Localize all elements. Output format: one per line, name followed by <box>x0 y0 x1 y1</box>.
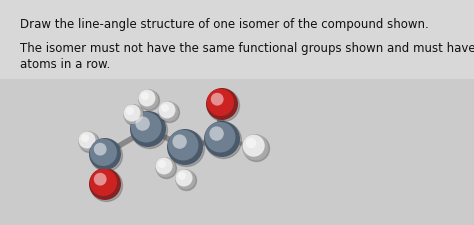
Circle shape <box>91 170 122 202</box>
Circle shape <box>130 112 166 147</box>
Circle shape <box>139 91 159 111</box>
Circle shape <box>204 122 240 157</box>
Circle shape <box>158 102 175 119</box>
Circle shape <box>243 135 265 157</box>
Circle shape <box>78 131 98 151</box>
Circle shape <box>155 157 175 177</box>
Circle shape <box>131 113 167 149</box>
Circle shape <box>244 136 270 162</box>
Circle shape <box>80 133 100 153</box>
Circle shape <box>94 173 107 186</box>
Circle shape <box>138 90 155 107</box>
Circle shape <box>210 127 224 141</box>
Circle shape <box>138 90 158 110</box>
Circle shape <box>175 169 195 189</box>
Circle shape <box>124 105 140 122</box>
Circle shape <box>176 171 197 191</box>
Circle shape <box>178 172 186 180</box>
Bar <box>0 0 474 80</box>
Circle shape <box>141 93 149 101</box>
Circle shape <box>168 130 199 161</box>
Circle shape <box>246 138 256 149</box>
Circle shape <box>211 93 224 106</box>
Circle shape <box>123 105 143 124</box>
Circle shape <box>126 108 134 115</box>
Circle shape <box>156 159 176 179</box>
Circle shape <box>206 123 241 159</box>
Circle shape <box>161 105 169 112</box>
Circle shape <box>94 143 107 156</box>
Circle shape <box>89 138 121 170</box>
Circle shape <box>136 117 150 131</box>
Text: Draw the line-angle structure of one isomer of the compound shown.: Draw the line-angle structure of one iso… <box>20 18 429 31</box>
Text: atoms in a row.: atoms in a row. <box>20 58 110 71</box>
Circle shape <box>208 90 239 122</box>
Circle shape <box>89 168 121 200</box>
Circle shape <box>91 140 122 172</box>
Circle shape <box>159 103 180 123</box>
Circle shape <box>206 89 238 120</box>
Circle shape <box>155 158 173 175</box>
Circle shape <box>173 135 187 149</box>
Circle shape <box>81 134 89 142</box>
Circle shape <box>158 160 166 168</box>
Circle shape <box>167 129 203 165</box>
Circle shape <box>79 132 95 149</box>
Circle shape <box>90 169 117 196</box>
Circle shape <box>175 170 192 187</box>
Circle shape <box>207 89 234 117</box>
Circle shape <box>205 122 236 153</box>
Circle shape <box>125 106 145 126</box>
Circle shape <box>158 101 178 122</box>
Circle shape <box>242 134 268 160</box>
Circle shape <box>168 131 204 167</box>
Circle shape <box>131 112 162 143</box>
Circle shape <box>90 139 117 166</box>
Text: The isomer must not have the same functional groups shown and must have 4 C: The isomer must not have the same functi… <box>20 42 474 55</box>
